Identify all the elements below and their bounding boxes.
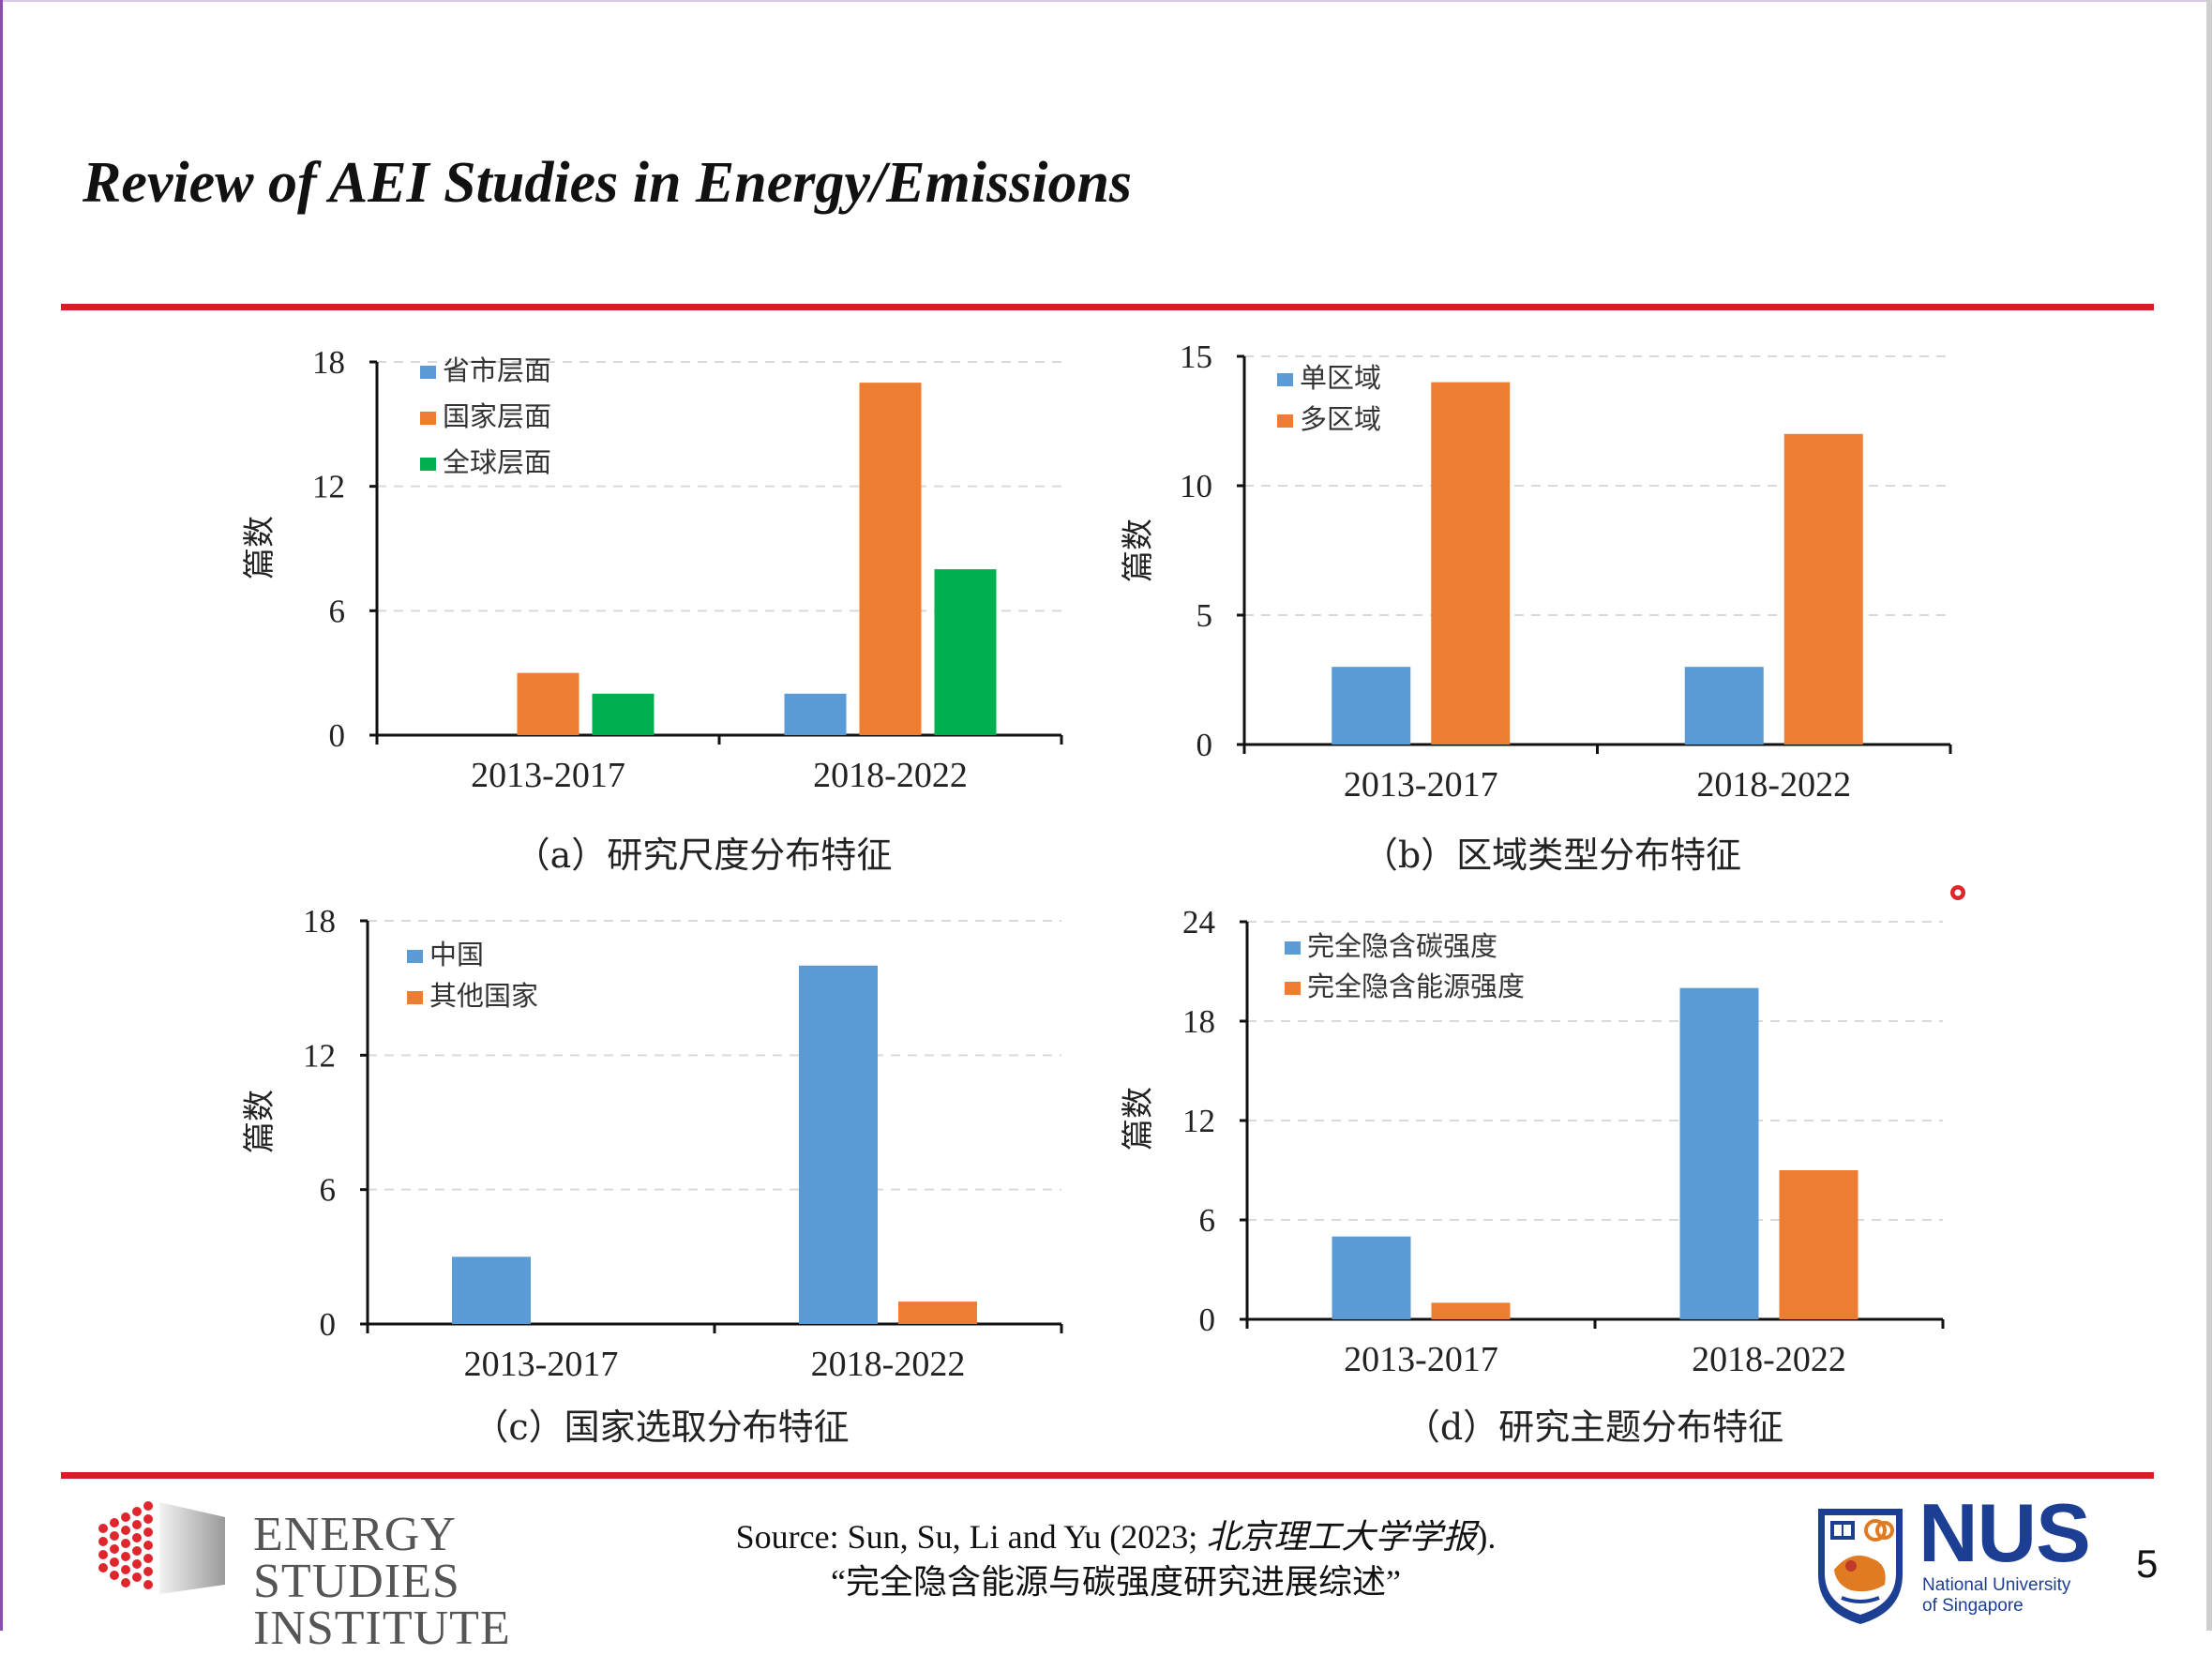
bar-2-1 — [1679, 987, 1759, 1319]
chart-caption: （b）区域类型分布特征 — [1362, 835, 1741, 876]
bar-1-2 — [517, 672, 579, 735]
bar-2-2 — [859, 383, 922, 735]
x-tick-label: 2018-2022 — [1692, 1340, 1846, 1379]
bar-2-2 — [1779, 1170, 1858, 1319]
y-tick-label: 6 — [1199, 1202, 1216, 1239]
bar-1-3 — [592, 693, 655, 735]
legend-label: 完全隐含碳强度 — [1307, 930, 1497, 962]
legend-swatch — [407, 950, 423, 963]
x-tick-label: 2013-2017 — [464, 1345, 619, 1384]
bar-2-1 — [784, 693, 847, 735]
y-tick-label: 10 — [1180, 468, 1212, 504]
esi-line-2: STUDIES — [253, 1555, 460, 1608]
left-border — [0, 0, 3, 1631]
legend-swatch — [420, 366, 436, 379]
bar-2-3 — [934, 569, 997, 735]
bottom-divider — [61, 1472, 2154, 1479]
legend-label: 多区域 — [1300, 403, 1381, 435]
y-tick-label: 24 — [1182, 904, 1215, 940]
page-number: 5 — [2136, 1542, 2159, 1586]
source-prefix: Source: Sun, Su, Li and Yu (2023; — [735, 1518, 1207, 1556]
y-tick-label: 0 — [329, 717, 346, 754]
x-tick-label: 2013-2017 — [471, 756, 625, 795]
nus-wordmark: NUS — [1919, 1486, 2091, 1579]
source-citation: Source: Sun, Su, Li and Yu (2023; 北京理工大学… — [647, 1514, 1585, 1604]
right-scroll-edge — [2206, 0, 2212, 1631]
legend-label: 全球层面 — [443, 446, 551, 478]
y-tick-label: 18 — [312, 344, 345, 381]
bar-2-2 — [898, 1301, 977, 1324]
y-tick-label: 12 — [303, 1037, 336, 1074]
nus-crest-icon — [1818, 1509, 1903, 1624]
legend-label: 国家层面 — [443, 400, 551, 432]
x-tick-label: 2013-2017 — [1344, 765, 1498, 805]
x-tick-label: 2018-2022 — [811, 1345, 966, 1384]
chart-caption: （c）国家选取分布特征 — [473, 1407, 849, 1448]
source-suffix: ). — [1476, 1518, 1497, 1556]
y-tick-label: 6 — [320, 1172, 337, 1209]
legend-swatch — [1277, 414, 1293, 428]
y-tick-label: 6 — [329, 593, 346, 629]
nus-sub-line-2: of Singapore — [1922, 1596, 2024, 1616]
legend-swatch — [1285, 982, 1301, 995]
legend-label: 完全隐含能源强度 — [1307, 970, 1525, 1002]
esi-line-1: ENERGY — [253, 1508, 457, 1561]
legend-swatch — [420, 412, 436, 425]
bar-1-1 — [1332, 1236, 1411, 1319]
esi-line-3: INSTITUTE — [253, 1602, 511, 1655]
y-axis-label: 篇数 — [1120, 1087, 1157, 1151]
legend-label: 中国 — [429, 939, 484, 970]
legend-label: 单区域 — [1300, 362, 1381, 394]
y-tick-label: 12 — [1182, 1103, 1215, 1139]
y-axis-label: 篇数 — [241, 516, 278, 579]
legend-label: 省市层面 — [443, 354, 551, 386]
top-border — [0, 0, 2212, 2]
x-tick-label: 2018-2022 — [813, 756, 968, 795]
source-title: “完全隐含能源与碳强度研究进展综述” — [831, 1563, 1401, 1601]
y-tick-label: 0 — [1199, 1301, 1216, 1338]
y-tick-label: 5 — [1196, 597, 1213, 634]
y-axis-label: 篇数 — [241, 1090, 278, 1153]
y-tick-label: 12 — [312, 469, 345, 505]
x-tick-label: 2018-2022 — [1696, 765, 1851, 805]
chart-panel-4: 0 6 12 18 24 篇数 2013-2017 2018-2022 完全隐含碳强度完全隐含能… — [1120, 904, 1945, 1448]
nus-sub-line-1: National University — [1922, 1575, 2071, 1595]
chart-caption: （a）研究尺度分布特征 — [515, 835, 893, 876]
esi-wordmark: ENERGY STUDIES INSTITUTE — [253, 1508, 511, 1655]
legend-swatch — [1277, 373, 1293, 386]
slide-title: Review of AEI Studies in Energy/Emission… — [83, 151, 1133, 215]
legend-label: 其他国家 — [429, 980, 538, 1012]
y-tick-label: 18 — [1182, 1003, 1215, 1040]
bar-1-1 — [452, 1256, 531, 1324]
chart-caption: （d）研究主题分布特征 — [1405, 1407, 1783, 1448]
x-tick-label: 2013-2017 — [1344, 1340, 1498, 1379]
source-journal: 北京理工大学学报 — [1206, 1518, 1477, 1556]
legend-swatch — [407, 991, 423, 1004]
legend-swatch — [420, 458, 436, 471]
bar-1-2 — [1431, 382, 1511, 745]
top-divider — [61, 304, 2154, 310]
laser-pointer-icon — [1950, 885, 1965, 900]
legend-swatch — [1285, 941, 1301, 955]
bar-2-1 — [799, 965, 878, 1324]
bar-2-1 — [1684, 667, 1764, 745]
bar-1-2 — [1431, 1302, 1511, 1319]
y-tick-label: 15 — [1180, 339, 1212, 375]
y-tick-label: 18 — [303, 903, 336, 940]
bar-1-1 — [1332, 667, 1411, 745]
y-tick-label: 0 — [1196, 727, 1213, 763]
bar-2-2 — [1783, 433, 1863, 745]
esi-logo-icon — [98, 1501, 225, 1594]
nus-subtitle: National University of Singapore — [1922, 1575, 2070, 1617]
y-tick-label: 0 — [320, 1306, 337, 1343]
y-axis-label: 篇数 — [1120, 519, 1157, 582]
